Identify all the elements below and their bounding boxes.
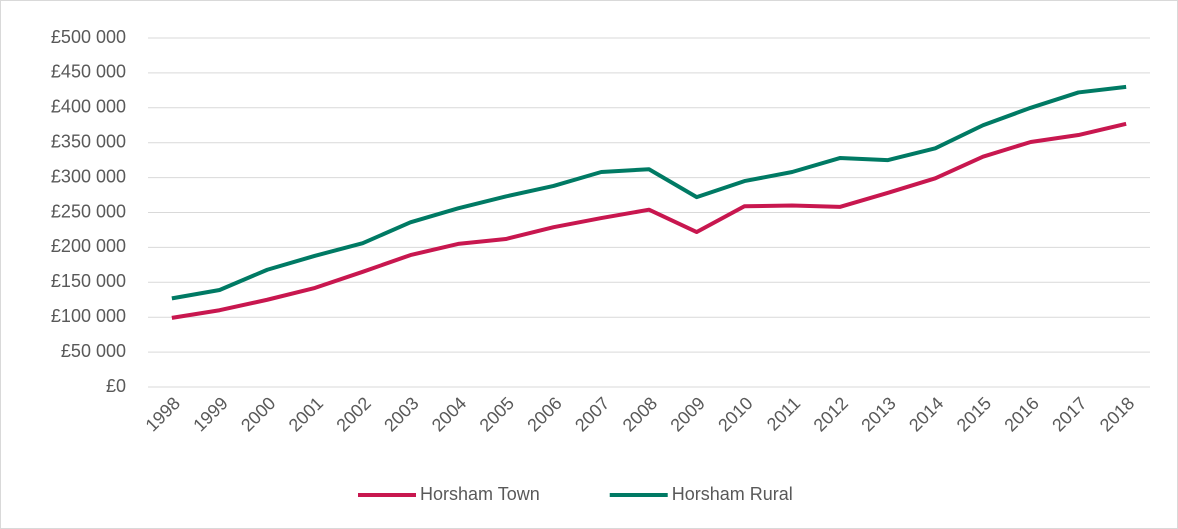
y-tick-label: £200 000	[51, 236, 126, 256]
legend-label: Horsham Rural	[672, 484, 793, 504]
y-tick-label: £250 000	[51, 201, 126, 221]
y-tick-label: £400 000	[51, 97, 126, 117]
legend-label: Horsham Town	[420, 484, 540, 504]
y-tick-label: £100 000	[51, 306, 126, 326]
y-tick-label: £50 000	[61, 341, 126, 361]
y-tick-label: £500 000	[51, 27, 126, 47]
series-line	[171, 84, 1127, 301]
y-tick-label: £0	[106, 376, 126, 396]
series-line	[171, 121, 1127, 320]
y-tick-label: £150 000	[51, 271, 126, 291]
y-tick-label: £350 000	[51, 131, 126, 151]
y-tick-label: £450 000	[51, 62, 126, 82]
y-tick-label: £300 000	[51, 166, 126, 186]
